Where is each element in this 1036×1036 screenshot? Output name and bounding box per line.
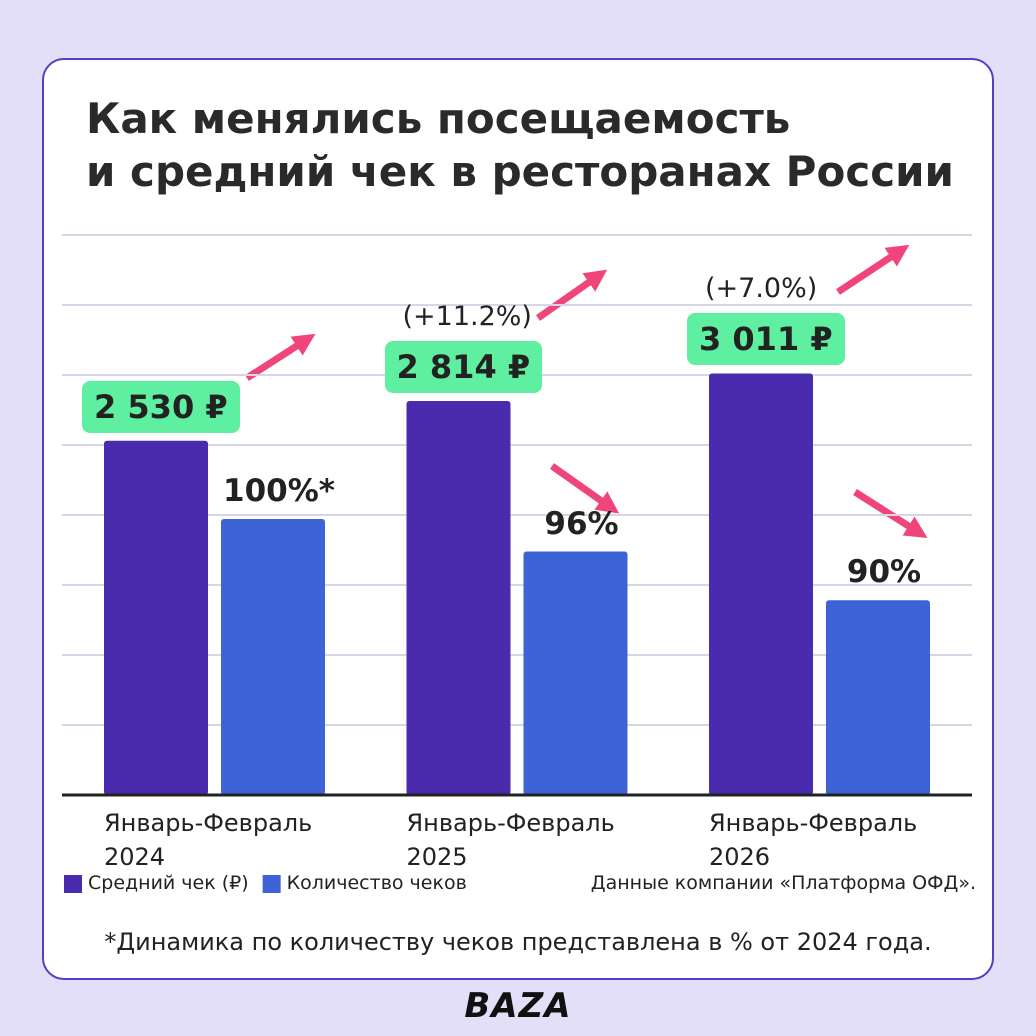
value-label: 100%* — [223, 473, 335, 510]
legend-swatch — [262, 875, 281, 893]
bar — [221, 519, 325, 795]
value-label: 2 530 ₽ — [82, 380, 240, 433]
x-tick-label: Январь-Февраль 2026 — [709, 809, 918, 871]
x-tick-label: Январь-Февраль 2025 — [406, 809, 615, 871]
footnote: *Динамика по количеству чеков представле… — [104, 928, 932, 956]
title: Как менялись посещаемость и средний чек … — [86, 94, 954, 196]
change-label: (+7.0%) — [705, 273, 818, 305]
legend-swatch — [64, 875, 82, 893]
bar — [523, 551, 628, 795]
bar — [104, 440, 208, 795]
x-tick-label: Январь-Февраль 2024 — [104, 809, 313, 871]
value-label: 3 011 ₽ — [687, 313, 845, 366]
bar — [826, 600, 930, 795]
legend-label: Количество чеков — [286, 872, 467, 894]
value-label: 2 814 ₽ — [384, 341, 543, 394]
brand: BAZA — [464, 986, 572, 1026]
bar — [406, 401, 511, 795]
value-label: 96% — [544, 505, 619, 542]
change-label: (+11.2%) — [402, 301, 532, 333]
arrows — [245, 244, 928, 539]
bar — [709, 373, 813, 795]
source: Данные компании «Платформа ОФД». — [590, 872, 976, 894]
legend-label: Средний чек (₽) — [88, 872, 249, 894]
value-label: 90% — [846, 554, 922, 591]
